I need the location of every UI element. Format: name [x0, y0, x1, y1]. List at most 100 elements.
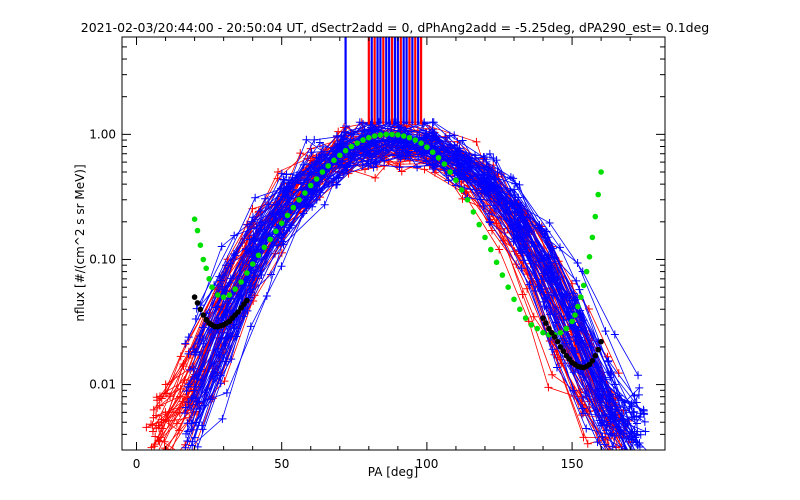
blue-series-point-50-11: [509, 174, 518, 183]
fit-series-1-dot-3: [200, 312, 207, 318]
fit-series-0-dot-37: [389, 131, 395, 138]
blue-series-point-38-12: [535, 221, 544, 230]
fit-series-0-dot-12: [244, 270, 250, 276]
y-tick-label-0: 0.01: [89, 378, 116, 392]
fit-series-0-dot-25: [319, 169, 326, 175]
blue-series-point-57-11: [514, 211, 523, 220]
red-series-point-26-12: [518, 290, 527, 299]
blue-series-point-39-13: [579, 409, 588, 418]
x-axis-label: PA [deg]: [368, 465, 418, 479]
blue-series-point-42-14: [598, 432, 607, 441]
blue-series-point-17-0: [186, 365, 195, 374]
blue-series-point-58-3: [287, 221, 296, 230]
x-tick-label-1: 50: [274, 457, 289, 471]
fit-series-0-dot-47: [447, 169, 453, 175]
blue-series-point-58-12: [545, 277, 554, 286]
red-series-point-6-7: [371, 173, 380, 182]
blue-series-point-26-2: [246, 322, 255, 331]
blue-series-point-44-1: [219, 271, 228, 280]
fit-series-0-dot-17: [273, 228, 279, 235]
blue-series-point-48-8: [428, 136, 437, 145]
blue-series-point-57-1: [223, 307, 232, 316]
blue-series-point-59-12: [540, 294, 549, 303]
blue-series-point-56-15: [632, 419, 641, 428]
fit-series-2-dot-17: [589, 358, 596, 364]
fit-series-2-dot-3: [549, 329, 555, 336]
blue-series-point-59-8: [433, 146, 442, 155]
blue-series-point-57-13: [565, 296, 574, 305]
blue-series-point-57-6: [370, 123, 379, 132]
blue-series-point-18-15: [634, 371, 643, 380]
blue-series-point-55-13: [563, 290, 572, 299]
blue-series-line-50: [194, 129, 635, 450]
blue-series-point-49-9: [460, 173, 469, 182]
fit-series-0-dot-76: [592, 213, 599, 220]
blue-series-point-9-12: [537, 275, 546, 284]
blue-series-point-35-6: [355, 118, 364, 127]
blue-series-point-52-1: [216, 276, 225, 285]
fit-series-2-dot-5: [554, 338, 561, 345]
blue-series-point-42-12: [540, 302, 549, 311]
blue-series-point-34-15: [634, 390, 643, 399]
y-axis-label: nflux [#/(cm^2 s sr MeV)]: [73, 164, 87, 321]
blue-series-point-55-5: [334, 160, 343, 169]
red-series-point-32-0: [156, 433, 165, 442]
fit-series-0-dot-24: [313, 176, 320, 182]
fit-series-0-dot-26: [325, 163, 332, 169]
blue-series-point-49-14: [597, 421, 606, 430]
fit-series-0-dot-1: [194, 227, 201, 234]
blue-series-point-50-0: [190, 433, 199, 442]
data-layer: [142, 37, 650, 450]
blue-series-point-59-9: [442, 171, 451, 180]
blue-series-point-47-8: [414, 152, 423, 161]
blue-series-point-57-3: [275, 207, 284, 216]
fit-series-0-dot-52: [476, 221, 483, 228]
fit-series-2-dot-19: [595, 346, 601, 353]
blue-series-point-40-15: [640, 410, 649, 419]
blue-series-point-54-0: [184, 398, 193, 407]
red-series-point-18-8: [397, 167, 406, 176]
fit-series-0-dot-8: [220, 294, 227, 300]
blue-series-point-53-7: [401, 152, 410, 161]
red-series-point-0-14: [583, 439, 592, 448]
blue-series-point-35-0: [195, 335, 204, 344]
fit-series-0-dot-43: [424, 144, 430, 150]
red-series-point-12-14: [579, 433, 588, 442]
blue-series-point-54-1: [230, 324, 239, 333]
red-series-point-22-0: [150, 442, 159, 450]
blue-series-point-26-1: [218, 414, 227, 423]
blue-series-point-50-10: [482, 157, 491, 166]
fit-series-0-dot-7: [215, 292, 221, 298]
blue-series-point-45-13: [575, 285, 584, 294]
blue-series-point-13-13: [582, 424, 591, 433]
blue-series-point-26-8: [426, 139, 435, 148]
blue-series-point-56-11: [506, 186, 515, 195]
red-series-point-11-15: [614, 369, 623, 378]
blue-series-point-56-8: [429, 132, 438, 141]
fit-series-0-dot-54: [488, 246, 494, 253]
blue-series-point-43-2: [255, 218, 264, 227]
blue-series-line-49: [197, 139, 637, 448]
x-tick-label-3: 150: [561, 457, 584, 471]
blue-series-point-52-12: [537, 224, 546, 233]
fit-series-0-dot-71: [578, 294, 584, 300]
fit-series-0-dot-75: [589, 234, 596, 241]
fit-series-0-dot-35: [377, 132, 384, 138]
fit-series-1-dot-0: [191, 294, 198, 300]
blue-series-line-16: [195, 121, 636, 423]
blue-series-point-59-4: [310, 135, 319, 144]
blue-series-point-15-14: [601, 327, 610, 336]
blue-series-point-58-6: [372, 157, 381, 166]
red-series-point-23-1: [176, 352, 185, 361]
blue-series-point-58-2: [247, 266, 256, 275]
fit-series-0-dot-14: [255, 252, 262, 259]
fit-series-0-dot-6: [209, 284, 215, 291]
fit-series-0-dot-28: [337, 152, 343, 159]
red-series-point-29-0: [166, 392, 175, 401]
blue-series-point-33-15: [641, 427, 650, 436]
fit-series-0-dot-18: [278, 220, 285, 226]
fit-series-0-dot-20: [290, 204, 297, 211]
blue-series-point-26-3: [277, 262, 286, 271]
blue-series-point-14-0: [182, 387, 191, 396]
fit-series-0-dot-27: [331, 157, 337, 164]
